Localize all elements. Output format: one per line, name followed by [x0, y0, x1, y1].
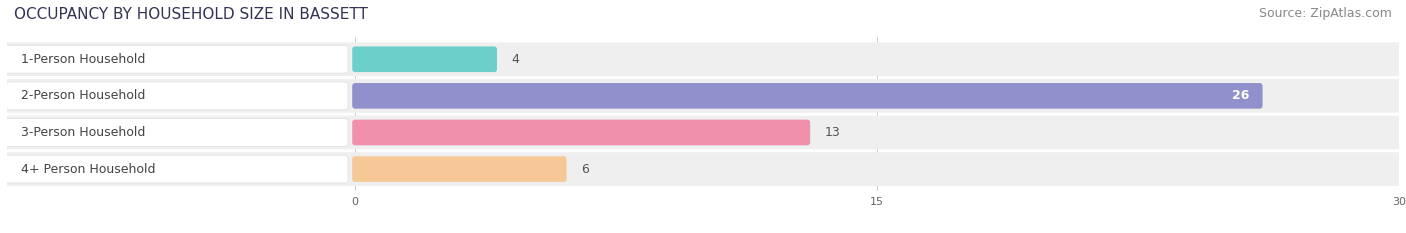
Text: Source: ZipAtlas.com: Source: ZipAtlas.com	[1258, 7, 1392, 20]
Text: 4+ Person Household: 4+ Person Household	[21, 163, 156, 176]
Text: 2-Person Household: 2-Person Household	[21, 89, 145, 102]
Text: 3-Person Household: 3-Person Household	[21, 126, 145, 139]
Text: 4: 4	[512, 53, 519, 66]
Text: OCCUPANCY BY HOUSEHOLD SIZE IN BASSETT: OCCUPANCY BY HOUSEHOLD SIZE IN BASSETT	[14, 7, 368, 22]
Text: 6: 6	[581, 163, 589, 176]
Text: 26: 26	[1232, 89, 1250, 102]
FancyBboxPatch shape	[1, 152, 1405, 186]
FancyBboxPatch shape	[353, 83, 1263, 109]
FancyBboxPatch shape	[6, 155, 349, 183]
FancyBboxPatch shape	[1, 79, 1405, 113]
Text: 13: 13	[825, 126, 841, 139]
FancyBboxPatch shape	[1, 42, 1405, 76]
FancyBboxPatch shape	[353, 120, 810, 145]
Text: 1-Person Household: 1-Person Household	[21, 53, 145, 66]
FancyBboxPatch shape	[6, 119, 349, 146]
FancyBboxPatch shape	[353, 156, 567, 182]
FancyBboxPatch shape	[6, 82, 349, 110]
FancyBboxPatch shape	[1, 116, 1405, 149]
FancyBboxPatch shape	[6, 45, 349, 73]
FancyBboxPatch shape	[353, 46, 496, 72]
